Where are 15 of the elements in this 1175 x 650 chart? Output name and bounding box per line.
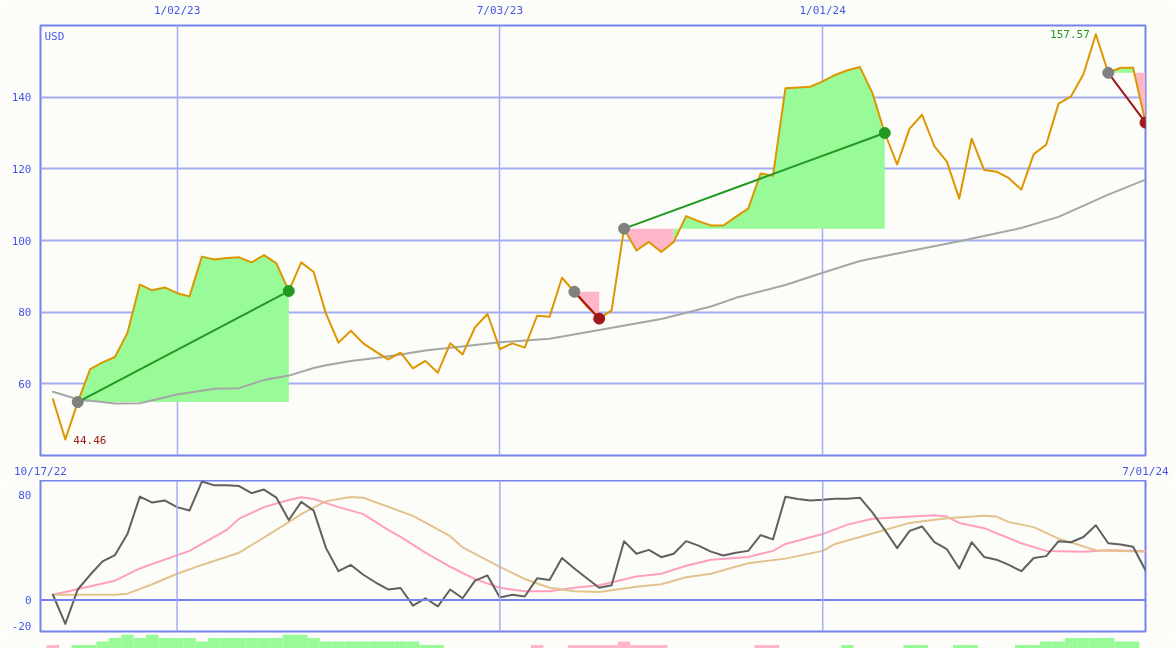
x2-tick-label: 1/02/23 bbox=[153, 3, 201, 17]
x-tick-label: 7/01/24 bbox=[1122, 464, 1170, 478]
y-tick-label: 0 bbox=[24, 593, 32, 607]
y-tick-label: 120 bbox=[11, 162, 32, 176]
y-tick-label: 140 bbox=[11, 91, 32, 105]
data-label: 44.46 bbox=[73, 433, 107, 447]
x2-tick-label: 1/01/24 bbox=[799, 3, 847, 17]
y-tick-label: -20 bbox=[11, 620, 32, 634]
y-tick-label: 80 bbox=[18, 306, 32, 320]
y-tick-label: 60 bbox=[18, 377, 32, 391]
y-tick-label: 100 bbox=[11, 234, 32, 248]
y-axis-title: USD bbox=[44, 29, 65, 43]
x-tick-label: 10/17/22 bbox=[14, 464, 67, 478]
y-tick-label: 80 bbox=[18, 488, 32, 502]
x2-tick-label: 7/03/23 bbox=[476, 3, 524, 17]
